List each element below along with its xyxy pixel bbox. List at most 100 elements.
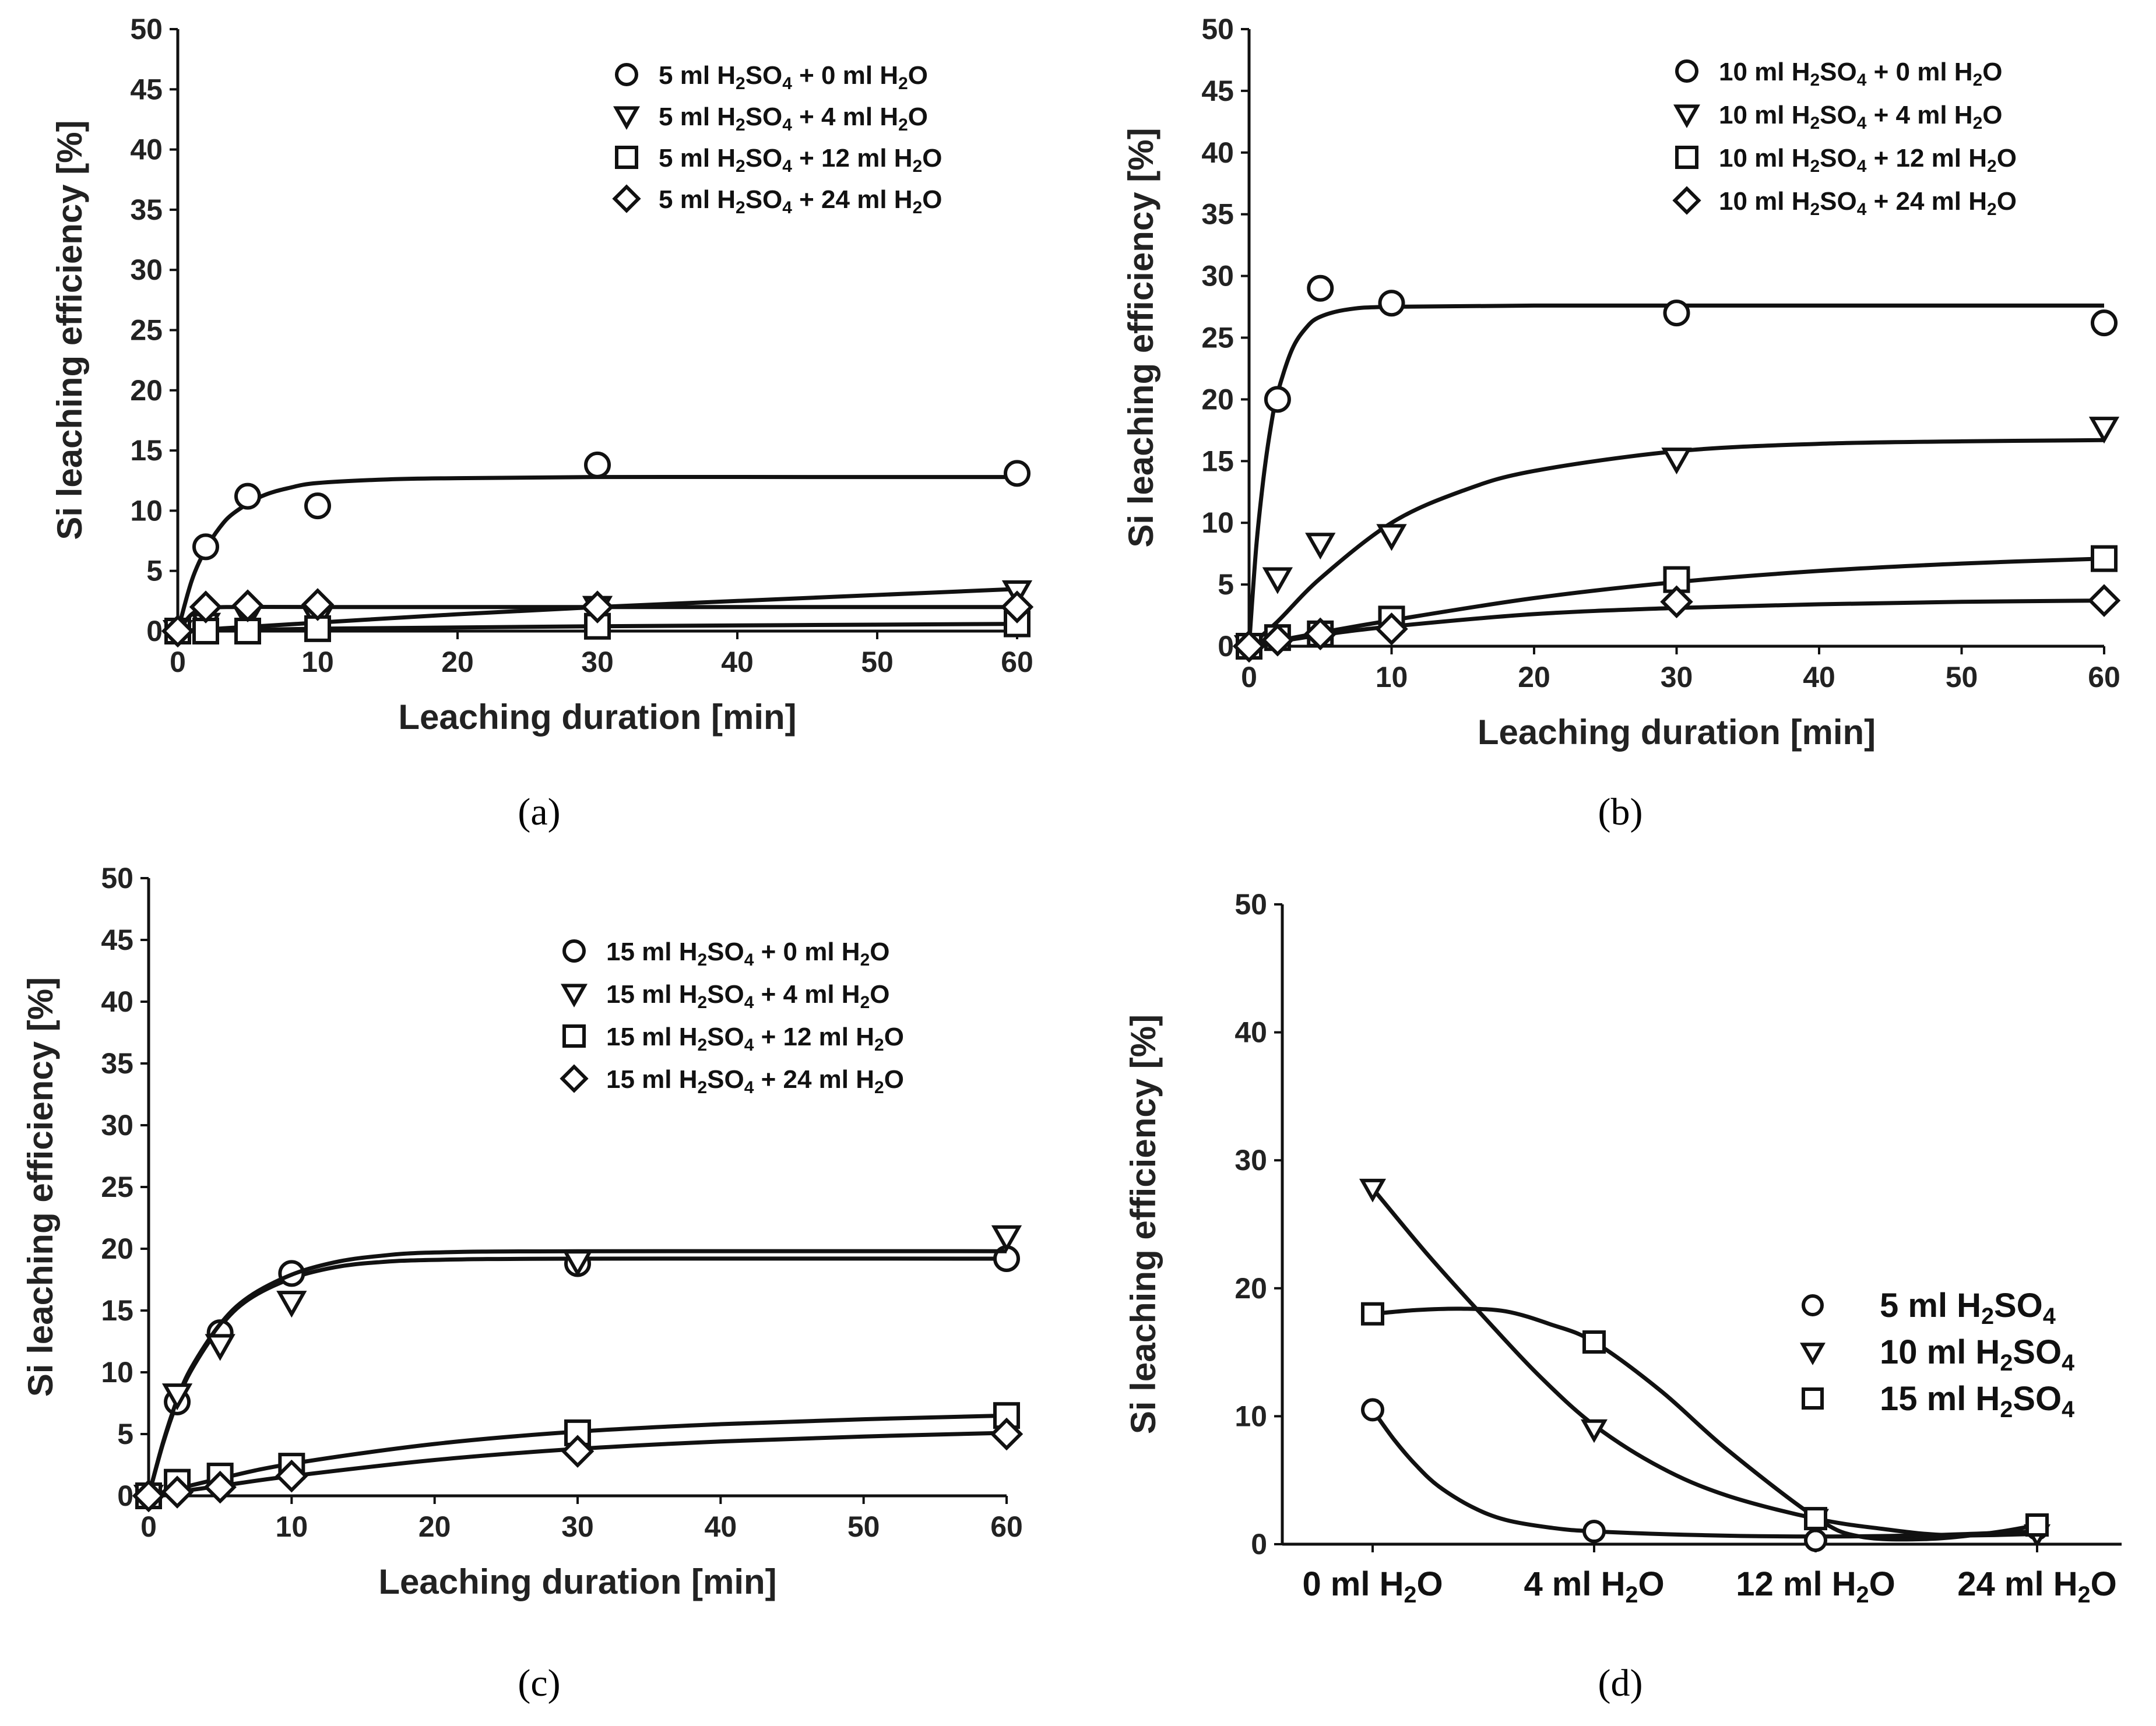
legend-label: 5 ml H2SO4 + 24 ml H2O	[659, 185, 942, 217]
x-tick-label: 50	[861, 646, 894, 678]
chart-panel-c: 0 5 10 15 20 25 30 35 40 45 50 0 10 20 30 40 50 60 Leachin…	[21, 862, 1024, 1601]
x-axis-label: Leaching duration [min]	[398, 698, 796, 737]
data-point	[234, 618, 261, 644]
y-tick-label: 50	[130, 13, 163, 45]
legend-label: 5 ml H2SO4 + 12 ml H2O	[659, 144, 942, 176]
legend-label: 15 ml H2SO4	[1880, 1380, 2074, 1422]
data-point	[1661, 448, 1692, 475]
y-tick-label: 5	[1218, 568, 1234, 601]
x-tick-label: 20	[418, 1510, 451, 1543]
data-point	[1804, 1507, 1827, 1531]
legend-label: 5 ml H2SO4	[1880, 1287, 2056, 1329]
x-axis-label: Leaching duration [min]	[378, 1562, 776, 1601]
y-tick-label: 20	[130, 374, 163, 407]
y-tick-label: 15	[130, 434, 163, 467]
x-tick-label: 0	[1241, 661, 1257, 693]
data-point	[132, 1479, 166, 1513]
fit-curve	[1371, 1408, 2038, 1539]
data-point	[1307, 274, 1334, 302]
fit-curve	[148, 1413, 1007, 1498]
y-tick-label: 50	[1234, 888, 1267, 921]
y-tick-label: 50	[101, 862, 133, 894]
data-point	[1582, 1520, 1606, 1544]
chart-panel-d: 0 10 20 30 40 50 0 ml H2O 4 ml H2O 12 ml H2O 24 m…	[1124, 888, 2122, 1608]
legend-label: 15 ml H2SO4 + 12 ml H2O	[606, 1023, 904, 1055]
y-axis-label: Si leaching efficiency [%]	[1124, 1015, 1163, 1434]
series-4	[161, 588, 1034, 648]
data-point	[2087, 584, 2121, 617]
legend-marker	[1672, 186, 1701, 215]
x-tick-label: 4 ml H2O	[1524, 1565, 1664, 1608]
x-tick-label: 12 ml H2O	[1736, 1565, 1895, 1608]
data-point	[1262, 567, 1293, 594]
y-tick-label: 0	[146, 615, 163, 647]
y-tick-label: 0	[1218, 630, 1234, 663]
data-point	[1361, 1302, 1384, 1326]
x-axis-label: Leaching duration [min]	[1478, 713, 1876, 752]
y-tick-label: 25	[1201, 322, 1234, 354]
y-tick-label: 40	[1234, 1016, 1267, 1049]
y-tick-label: 35	[130, 193, 163, 226]
data-point	[562, 1250, 593, 1277]
x-tick-label: 0	[140, 1510, 157, 1543]
y-tick-label: 40	[1201, 136, 1234, 169]
legend-label: 10 ml H2SO4	[1880, 1333, 2074, 1376]
y-tick-label: 10	[101, 1356, 133, 1389]
data-point	[2025, 1513, 2049, 1537]
data-point	[301, 588, 335, 621]
x-tick-label: 10	[1376, 661, 1408, 693]
data-point	[1304, 617, 1337, 651]
data-point	[1261, 624, 1295, 657]
y-tick-label: 25	[101, 1171, 133, 1203]
y-tick-label: 15	[101, 1294, 133, 1327]
data-point	[990, 1417, 1024, 1451]
y-tick-label: 15	[1201, 445, 1234, 477]
legend-marker	[1675, 146, 1698, 169]
data-point	[584, 451, 611, 478]
fit-curve	[1247, 303, 2104, 647]
y-tick-label: 45	[101, 924, 133, 956]
x-tick-label: 60	[990, 1510, 1023, 1543]
data-point	[581, 590, 614, 624]
chart-panel-a: 0 5 10 15 20 25 30 35 40 45 50 0 10 20 30 40 50 60 Leachin…	[50, 13, 1034, 737]
legend-label: 15 ml H2SO4 + 24 ml H2O	[606, 1065, 904, 1097]
figure-caption: (b)	[1598, 791, 1643, 833]
y-tick-label: 30	[1201, 260, 1234, 293]
y-tick-label: 35	[1201, 198, 1234, 231]
series-4	[132, 1417, 1024, 1513]
y-tick-label: 10	[1234, 1400, 1267, 1432]
series-3	[1361, 1302, 2049, 1542]
x-tick-label: 20	[1518, 661, 1550, 693]
data-point	[205, 1334, 235, 1361]
legend-marker	[613, 106, 641, 130]
data-point	[1804, 1528, 1827, 1552]
y-tick-label: 30	[1234, 1144, 1267, 1177]
data-point	[2088, 417, 2120, 444]
y-tick-label: 30	[130, 253, 163, 286]
data-point	[1660, 585, 1693, 618]
x-tick-label: 24 ml H2O	[1957, 1565, 2116, 1608]
data-point	[192, 533, 219, 561]
legend-marker	[615, 146, 638, 169]
data-point	[1305, 533, 1336, 560]
data-point	[2091, 309, 2118, 337]
legend-label: 15 ml H2SO4 + 0 ml H2O	[606, 938, 889, 970]
data-point	[189, 590, 223, 624]
data-point	[276, 1291, 307, 1318]
x-tick-label: 0	[170, 646, 186, 678]
legend-marker	[560, 984, 588, 1008]
x-tick-label: 0 ml H2O	[1302, 1565, 1443, 1608]
y-axis-label: Si leaching efficiency [%]	[21, 977, 60, 1397]
x-tick-label: 60	[2088, 661, 2120, 693]
data-point	[1004, 460, 1030, 487]
legend-label: 15 ml H2SO4 + 4 ml H2O	[606, 980, 889, 1012]
legend-marker	[612, 184, 641, 213]
y-tick-label: 20	[1234, 1272, 1267, 1305]
data-point	[231, 589, 265, 622]
x-tick-label: 50	[1946, 661, 1978, 693]
y-tick-label: 40	[130, 133, 163, 166]
x-tick-label: 50	[847, 1510, 880, 1543]
y-tick-label: 10	[1201, 506, 1234, 539]
